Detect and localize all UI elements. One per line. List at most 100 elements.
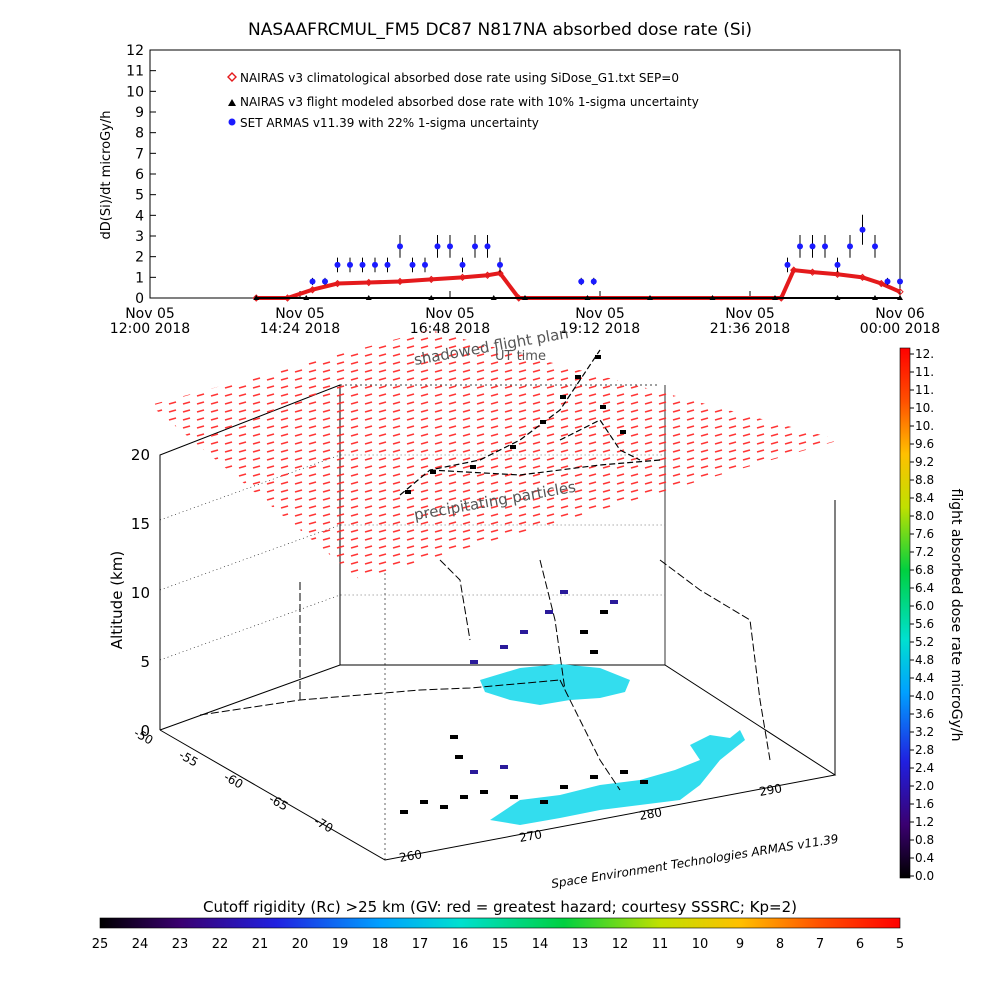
longitude-tick-label: 270 xyxy=(518,827,543,845)
altitude-tick-label: 0 xyxy=(140,722,150,740)
data-point xyxy=(578,278,585,285)
data-point xyxy=(397,243,403,250)
data-point xyxy=(396,277,404,286)
y-tick-label: 6 xyxy=(135,167,144,183)
right-colorbar-tick-label: 0.8 xyxy=(915,833,934,847)
longitude-tick-label: 280 xyxy=(638,805,663,823)
bottom-colorbar-tick-label: 7 xyxy=(816,937,824,952)
bottom-colorbar-tick-label: 21 xyxy=(252,937,269,952)
latitude-tick-label: -60 xyxy=(222,770,246,792)
data-point xyxy=(372,261,378,268)
data-point xyxy=(834,295,841,300)
data-point xyxy=(497,261,503,268)
bottom-colorbar-tick-label: 9 xyxy=(736,937,744,952)
data-point xyxy=(458,273,467,282)
dose-points-3d xyxy=(400,590,648,814)
right-colorbar: 12. 11. 11. 10. 10. 9.6 9.2 8.8 8.4 8.0 7.6 7.2 6.8 6… xyxy=(899,347,964,883)
bottom-colorbar-tick-label: 13 xyxy=(572,937,589,952)
y-tick-label: 0 xyxy=(135,291,144,307)
bottom-colorbar-tick-label: 12 xyxy=(612,937,629,952)
data-point xyxy=(365,278,373,287)
bottom-colorbar-tick-label: 16 xyxy=(452,937,469,952)
bottom-colorbar-tick-label: 10 xyxy=(692,937,709,952)
y-tick-label: 2 xyxy=(135,250,144,266)
longitude-ticks: 260 270 280 290 xyxy=(398,781,783,865)
altitude-axis-label: Altitude (km) xyxy=(108,551,126,649)
data-point xyxy=(522,295,528,300)
data-point xyxy=(303,295,310,300)
y-tick-label: 1 xyxy=(135,270,144,286)
right-colorbar-tick-label: 2.0 xyxy=(915,779,934,793)
data-point xyxy=(822,243,828,250)
flight-shadow-tracks xyxy=(199,559,771,791)
data-point xyxy=(334,261,341,268)
right-colorbar-tick-label: 4.4 xyxy=(915,671,934,685)
data-point xyxy=(772,295,778,300)
y-tick-label: 8 xyxy=(135,126,144,142)
series-nairas-flight xyxy=(253,295,903,300)
x-tick-label: Nov 05 xyxy=(275,306,325,322)
data-point xyxy=(422,261,428,268)
x-tick-label: 00:00 2018 xyxy=(860,321,940,337)
data-point xyxy=(496,269,504,277)
data-point xyxy=(784,261,791,268)
top-x-axis-label: UT time xyxy=(495,349,546,364)
right-colorbar-tick-label: 11. xyxy=(915,365,934,379)
data-point xyxy=(483,271,492,279)
right-colorbar-tick-label: 10. xyxy=(915,419,934,433)
data-point xyxy=(647,295,653,300)
bottom-colorbar-tick-label: 24 xyxy=(132,937,149,952)
legend-marker-triangle xyxy=(228,99,236,106)
latitude-tick-label: -70 xyxy=(312,814,336,836)
x-tick-label: 21:36 2018 xyxy=(710,321,790,337)
data-point xyxy=(309,278,316,285)
data-point xyxy=(790,266,798,274)
series-line xyxy=(256,267,901,300)
bottom-colorbar-tick-label: 11 xyxy=(652,937,669,952)
data-point xyxy=(384,261,391,268)
y-tick-label: 4 xyxy=(135,208,144,224)
data-point xyxy=(427,275,435,284)
ocean-antarctic-peninsula xyxy=(480,664,630,705)
x-tick-label: 14:24 2018 xyxy=(260,321,340,337)
bottom-colorbar: Cutoff rigidity (Rc) >25 km (GV: red = g… xyxy=(92,898,904,952)
bottom-colorbar-tick-label: 18 xyxy=(372,937,389,952)
right-colorbar-tick-label: 5.2 xyxy=(915,635,934,649)
x-tick-label: Nov 05 xyxy=(725,306,775,322)
x-tick-label: Nov 06 xyxy=(875,306,925,322)
y-tick-label: 10 xyxy=(126,84,144,100)
right-colorbar-label: flight absorbed dose rate microGy/h xyxy=(948,489,964,742)
right-colorbar-tick-label: 6.8 xyxy=(915,563,934,577)
bottom-colorbar-tick-label: 5 xyxy=(896,937,904,952)
bottom-colorbar-tick-label: 23 xyxy=(172,937,189,952)
right-colorbar-tick-label: 5.6 xyxy=(915,617,934,631)
data-point xyxy=(897,278,903,285)
data-point xyxy=(409,261,416,268)
right-colorbar-gradient xyxy=(899,347,911,879)
bottom-colorbar-tick-label: 15 xyxy=(492,937,509,952)
right-colorbar-ticks: 12. 11. 11. 10. 10. 9.6 9.2 8.8 8.4 8.0 7.6 7.2 6.8 6… xyxy=(910,347,934,883)
x-tick-label: Nov 05 xyxy=(125,306,175,322)
latitude-tick-label: -50 xyxy=(132,726,156,748)
right-colorbar-tick-label: 6.0 xyxy=(915,599,934,613)
data-point xyxy=(459,261,466,268)
data-point xyxy=(884,278,891,285)
bottom-colorbar-tick-label: 25 xyxy=(92,937,109,952)
right-colorbar-tick-label: 10. xyxy=(915,401,934,415)
right-colorbar-tick-label: 3.2 xyxy=(915,725,934,739)
data-point xyxy=(428,295,435,300)
data-point xyxy=(859,226,866,233)
y-tick-label: 11 xyxy=(126,64,144,80)
legend-marker-diamond xyxy=(227,72,237,82)
y-tick-label: 12 xyxy=(126,43,144,59)
right-colorbar-tick-label: 2.8 xyxy=(915,743,934,757)
data-point xyxy=(896,288,904,296)
data-point xyxy=(872,243,878,250)
data-point xyxy=(590,278,597,285)
data-point xyxy=(322,278,328,285)
data-point xyxy=(447,243,453,250)
data-point xyxy=(253,295,260,300)
right-colorbar-tick-label: 11. xyxy=(915,383,934,397)
